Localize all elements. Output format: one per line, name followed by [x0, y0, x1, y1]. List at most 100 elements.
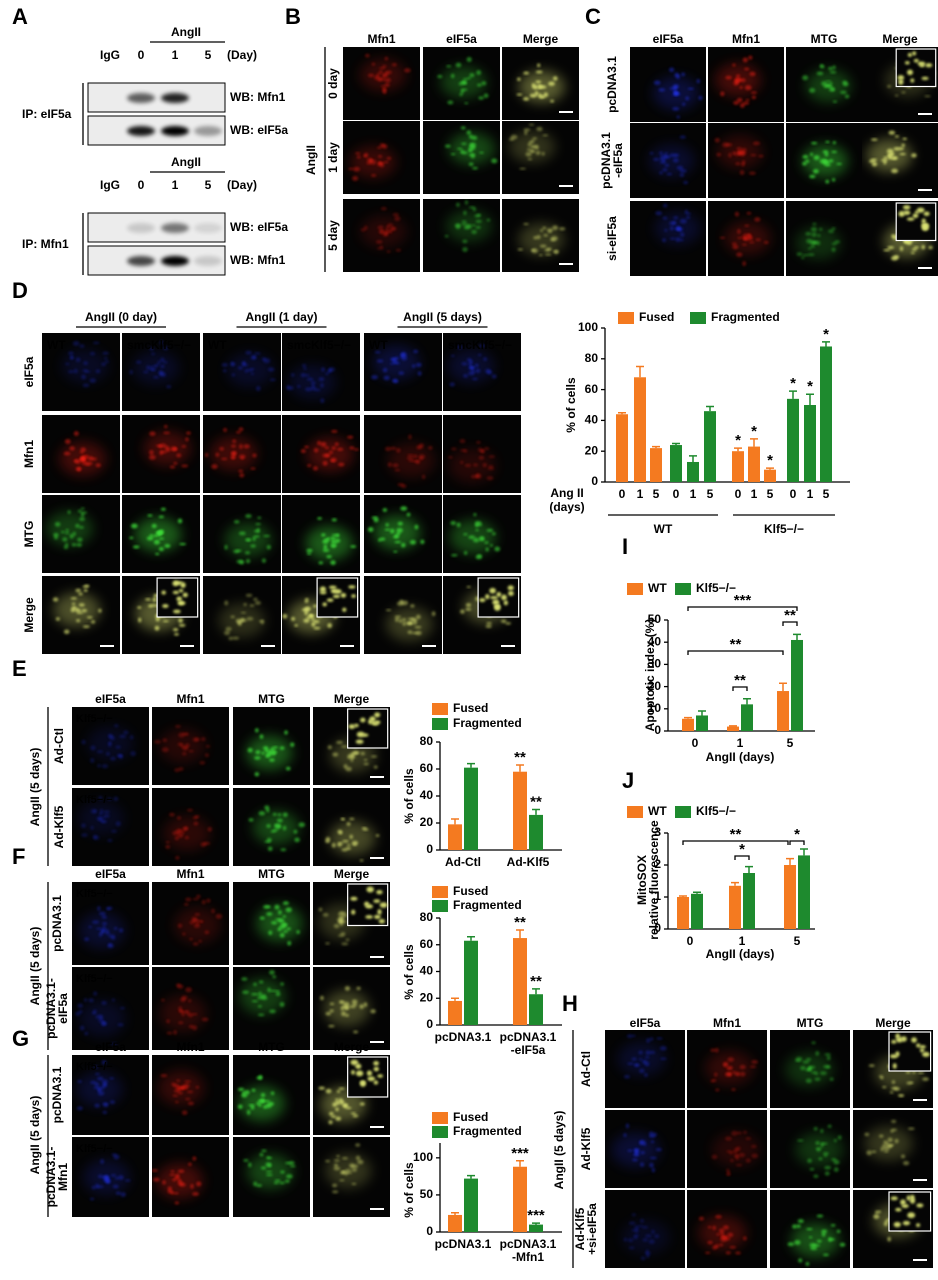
organelle [365, 904, 374, 909]
x-tick-label: 0 [790, 487, 797, 501]
organelle [894, 135, 899, 138]
organelle [833, 1159, 840, 1165]
organelle [162, 1180, 166, 1185]
organelle [359, 1081, 366, 1087]
organelle [181, 445, 187, 448]
x-tick-label: 0 [735, 487, 742, 501]
lane-label: 1 [172, 48, 179, 62]
organelle [649, 151, 654, 155]
organelle [129, 369, 133, 375]
organelle [52, 597, 59, 602]
organelle [366, 1070, 373, 1076]
organelle [729, 1245, 737, 1249]
organelle [672, 220, 677, 225]
bar [682, 718, 694, 731]
y-tick-label: 0 [654, 723, 661, 737]
organelle [108, 934, 116, 938]
organelle [285, 1161, 291, 1165]
significance-label: * [751, 423, 757, 440]
organelle [398, 371, 405, 375]
treatment-label: AngII (5 days) [552, 1111, 566, 1190]
organelle [802, 75, 809, 81]
group-header: AngII (5 days) [403, 310, 482, 324]
organelle [182, 592, 188, 598]
organelle [149, 347, 154, 351]
organelle [526, 148, 532, 151]
organelle [110, 1174, 117, 1177]
legend-swatch [627, 583, 643, 595]
organelle [201, 899, 206, 905]
organelle [64, 439, 71, 445]
x-tick-label: 1 [751, 487, 758, 501]
column-header: eIF5a [95, 692, 126, 706]
organelle [304, 445, 309, 449]
organelle [95, 1072, 100, 1076]
organelle [224, 544, 228, 550]
organelle [251, 1000, 259, 1003]
organelle [100, 929, 105, 933]
organelle [175, 856, 180, 860]
organelle [751, 95, 756, 100]
organelle [844, 94, 850, 99]
organelle [158, 515, 164, 519]
organelle [335, 1098, 339, 1101]
organelle [276, 818, 283, 823]
organelle [352, 842, 358, 846]
legend-label: Fused [453, 884, 488, 898]
organelle [478, 455, 485, 460]
organelle [674, 72, 679, 78]
organelle [76, 1106, 83, 1111]
organelle [329, 536, 337, 540]
organelle [178, 1088, 185, 1091]
organelle [267, 367, 275, 372]
organelle [864, 1132, 870, 1137]
micrograph [423, 121, 500, 194]
organelle [182, 746, 189, 751]
organelle [332, 1102, 338, 1107]
organelle [473, 463, 478, 467]
y-axis-label: % of cells [402, 768, 416, 824]
organelle [410, 604, 415, 608]
organelle [824, 1053, 831, 1056]
error-bar [766, 467, 774, 470]
organelle [396, 527, 403, 533]
organelle [339, 1098, 343, 1103]
organelle [362, 733, 369, 737]
organelle [71, 602, 76, 606]
organelle [466, 585, 471, 588]
organelle [655, 1148, 662, 1152]
organelle [801, 256, 805, 260]
organelle [181, 464, 189, 468]
micrograph [770, 1190, 850, 1268]
organelle [485, 624, 492, 628]
organelle [252, 536, 256, 542]
organelle [100, 1085, 105, 1090]
organelle [487, 467, 495, 471]
organelle [318, 1086, 325, 1090]
organelle [325, 942, 330, 945]
organelle [530, 149, 535, 153]
organelle [93, 1065, 98, 1069]
organelle [294, 837, 300, 843]
organelle [916, 207, 925, 213]
organelle [313, 448, 319, 453]
y-axis-label: MitoSOX [635, 855, 649, 905]
organelle [277, 813, 282, 817]
error-bar [516, 764, 524, 772]
organelle [371, 174, 377, 177]
organelle [628, 1221, 636, 1225]
organelle [78, 592, 83, 596]
organelle [805, 231, 812, 236]
organelle [649, 1162, 654, 1168]
organelle [345, 1013, 349, 1017]
organelle [78, 1009, 83, 1014]
organelle [659, 151, 663, 155]
organelle [90, 825, 94, 830]
treatment-label: AngII (5 days) [28, 927, 42, 1006]
error-bar [636, 365, 644, 378]
organelle [184, 903, 189, 906]
band [194, 126, 222, 136]
x-tick-label: 0 [673, 487, 680, 501]
x-tick-label: 1 [690, 487, 697, 501]
organelle [97, 1076, 104, 1081]
